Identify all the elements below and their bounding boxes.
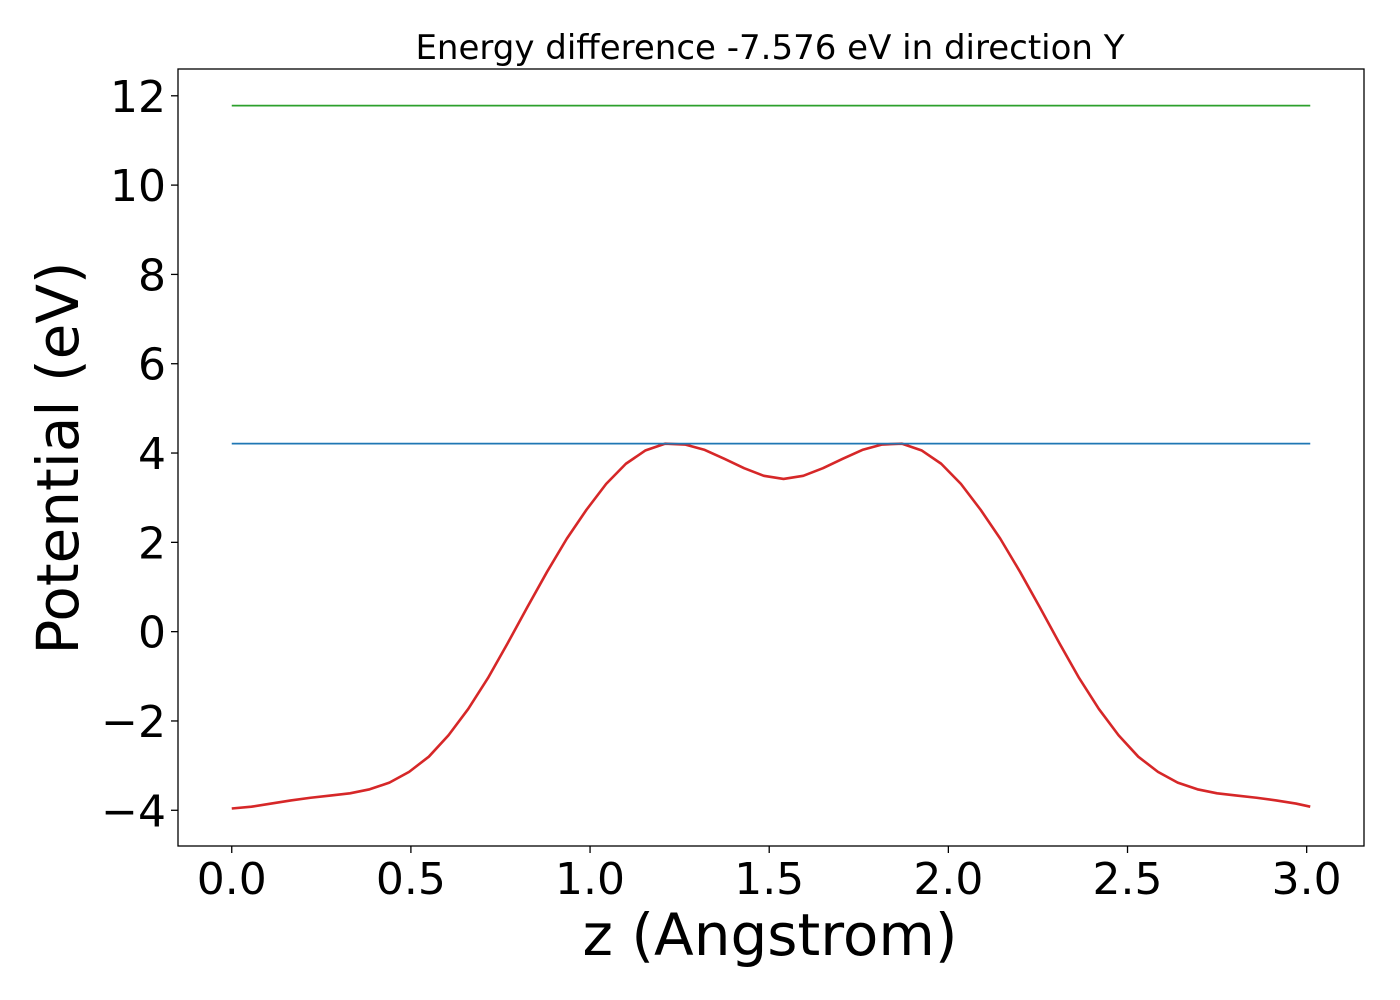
x-tick-label: 1.0 <box>555 854 625 905</box>
y-tick-label: 6 <box>138 340 166 391</box>
y-tick-label: −4 <box>101 786 166 837</box>
x-tick-label: 3.0 <box>1272 854 1342 905</box>
plot-frame <box>177 68 1365 847</box>
y-tick-label: 8 <box>138 250 166 301</box>
y-ticks: −4 −2 0 2 4 6 8 10 12 <box>101 72 178 837</box>
series-layer <box>231 104 1311 810</box>
x-tick-label: 2.0 <box>913 854 983 905</box>
x-axis-label: z (Angstrom) <box>583 901 958 969</box>
y-tick-label: 2 <box>138 518 166 569</box>
y-tick-label: 4 <box>138 429 166 480</box>
chart-title: Energy difference -7.576 eV in direction… <box>415 28 1124 68</box>
series-line-1 <box>231 442 1311 810</box>
y-tick-label: 12 <box>110 72 166 123</box>
x-ticks: 0.0 0.5 1.0 1.5 2.0 2.5 3.0 <box>197 846 1342 905</box>
x-tick-label: 0.5 <box>376 854 446 905</box>
y-tick-label: 10 <box>110 161 166 212</box>
x-tick-label: 0.0 <box>197 854 267 905</box>
x-tick-label: 2.5 <box>1093 854 1163 905</box>
y-tick-label: −2 <box>101 697 166 748</box>
y-axis-label: Potential (eV) <box>24 261 92 654</box>
y-tick-label: 0 <box>138 608 166 659</box>
x-tick-label: 1.5 <box>734 854 804 905</box>
